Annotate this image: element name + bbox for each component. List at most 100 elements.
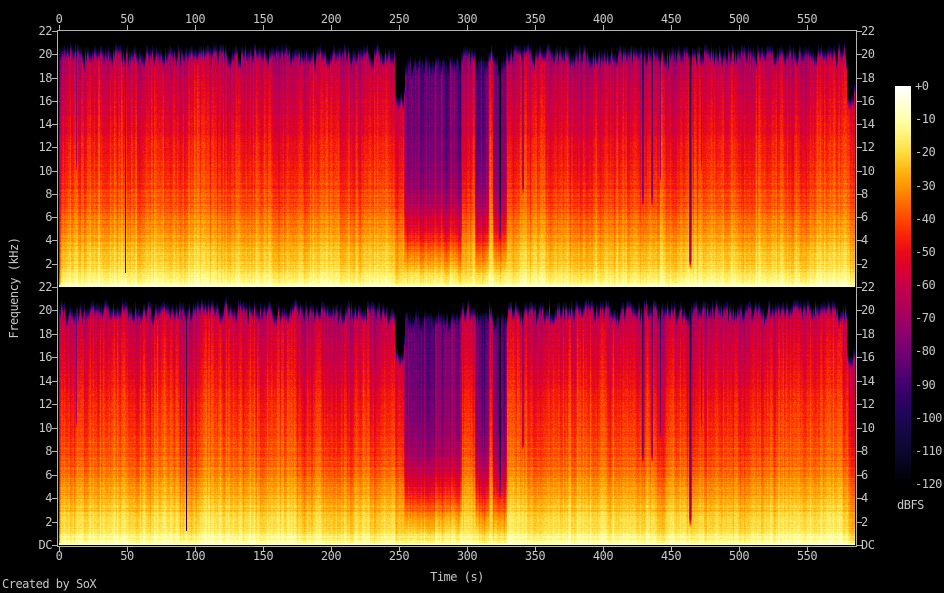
freq-tick-label-right: 20 — [861, 303, 875, 317]
freq-tick-mark — [52, 357, 57, 358]
freq-tick-mark — [857, 404, 862, 405]
freq-tick-mark — [857, 171, 862, 172]
freq-tick-label-right: 4 — [861, 491, 868, 505]
time-tick-mark — [127, 547, 128, 552]
time-tick-label: 250 — [388, 549, 410, 563]
time-tick-mark — [603, 25, 604, 30]
freq-tick-mark — [857, 31, 862, 32]
freq-tick-mark — [857, 357, 862, 358]
freq-tick-mark — [52, 31, 57, 32]
freq-tick-label-left: 2 — [45, 515, 52, 529]
time-tick-mark — [807, 547, 808, 552]
freq-tick-mark — [52, 381, 57, 382]
freq-tick-label-left: 12 — [38, 140, 53, 154]
freq-tick-label-right: 2 — [861, 515, 868, 529]
colorbar-tick-label: -10 — [915, 112, 936, 126]
freq-tick-label-left: 14 — [38, 117, 53, 131]
time-axis-title: Time (s) — [430, 570, 484, 584]
time-tick-mark — [535, 547, 536, 552]
freq-tick-label-left: 20 — [38, 47, 53, 61]
freq-tick-mark — [52, 428, 57, 429]
time-tick-label: 550 — [796, 549, 818, 563]
freq-tick-mark — [857, 334, 862, 335]
freq-tick-label-left: 14 — [38, 374, 53, 388]
time-tick-mark — [399, 25, 400, 30]
time-tick-label: 450 — [660, 12, 682, 26]
time-tick-label: 200 — [320, 549, 342, 563]
time-tick-mark — [195, 25, 196, 30]
freq-tick-mark — [857, 54, 862, 55]
time-tick-mark — [739, 25, 740, 30]
time-tick-mark — [127, 25, 128, 30]
freq-tick-mark — [52, 171, 57, 172]
freq-tick-mark — [52, 240, 57, 241]
freq-tick-label-right: 18 — [861, 71, 875, 85]
time-tick-mark — [195, 547, 196, 552]
freq-tick-label-left: 6 — [45, 210, 52, 224]
freq-tick-label-right: 4 — [861, 233, 868, 247]
colorbar-tick-label: -110 — [915, 444, 942, 458]
freq-tick-label-left: 18 — [38, 71, 53, 85]
time-tick-label: 350 — [524, 12, 546, 26]
freq-tick-mark — [52, 101, 57, 102]
time-tick-label: 0 — [55, 549, 63, 563]
time-tick-mark — [739, 547, 740, 552]
freq-tick-mark — [857, 194, 862, 195]
time-tick-mark — [263, 25, 264, 30]
time-tick-label: 300 — [456, 12, 478, 26]
time-tick-label: 150 — [252, 549, 274, 563]
freq-tick-label-left: 20 — [38, 303, 53, 317]
freq-tick-mark — [52, 404, 57, 405]
freq-tick-label-right: 16 — [861, 350, 875, 364]
freq-tick-mark — [857, 451, 862, 452]
freq-tick-label-left: 4 — [45, 233, 52, 247]
time-tick-mark — [467, 25, 468, 30]
freq-tick-label-left: 16 — [38, 94, 53, 108]
colorbar-tick-label: -120 — [915, 477, 942, 491]
time-tick-mark — [671, 547, 672, 552]
time-tick-mark — [331, 25, 332, 30]
time-tick-label: 400 — [592, 12, 614, 26]
colorbar-tick-label: -70 — [915, 311, 936, 325]
colorbar-tick-label: -60 — [915, 278, 936, 292]
colorbar-tick-label: -90 — [915, 378, 936, 392]
time-tick-mark — [467, 547, 468, 552]
colorbar-tick-label: -80 — [915, 344, 936, 358]
freq-tick-label-right: 12 — [861, 140, 875, 154]
colorbar-tick-label: -100 — [915, 411, 942, 425]
freq-tick-mark — [857, 147, 862, 148]
time-tick-label: 500 — [728, 549, 750, 563]
freq-tick-label-left: 22 — [38, 24, 53, 38]
freq-tick-label-right: 14 — [861, 117, 875, 131]
time-tick-label: 300 — [456, 549, 478, 563]
time-tick-mark — [263, 547, 264, 552]
time-tick-label: 100 — [184, 549, 206, 563]
time-tick-label: 50 — [120, 549, 134, 563]
freq-tick-label-left: 16 — [38, 350, 53, 364]
sox-credit: Created by SoX — [2, 577, 97, 591]
freq-tick-mark — [52, 498, 57, 499]
freq-tick-label-left: 2 — [45, 257, 52, 271]
colorbar-title: dBFS — [897, 498, 924, 512]
axis-line-bottom — [57, 546, 857, 547]
time-tick-label: 150 — [252, 12, 274, 26]
freq-tick-label-right: 18 — [861, 327, 875, 341]
freq-tick-mark — [857, 545, 862, 546]
freq-tick-mark — [857, 240, 862, 241]
freq-tick-mark — [52, 545, 57, 546]
time-tick-mark — [59, 25, 60, 30]
freq-tick-mark — [52, 124, 57, 125]
colorbar-tick-label: -30 — [915, 179, 936, 193]
freq-tick-label-left: 12 — [38, 397, 53, 411]
freq-tick-mark — [52, 78, 57, 79]
freq-tick-mark — [52, 451, 57, 452]
freq-tick-label-right: 16 — [861, 94, 875, 108]
colorbar-tick-label: -40 — [915, 212, 936, 226]
spectrogram-channel-1 — [59, 31, 855, 287]
freq-tick-mark — [857, 217, 862, 218]
freq-tick-label-left: 22 — [38, 280, 53, 294]
freq-tick-mark — [52, 54, 57, 55]
time-tick-label: 50 — [120, 12, 134, 26]
freq-tick-mark — [857, 475, 862, 476]
axis-line-top — [57, 30, 857, 31]
